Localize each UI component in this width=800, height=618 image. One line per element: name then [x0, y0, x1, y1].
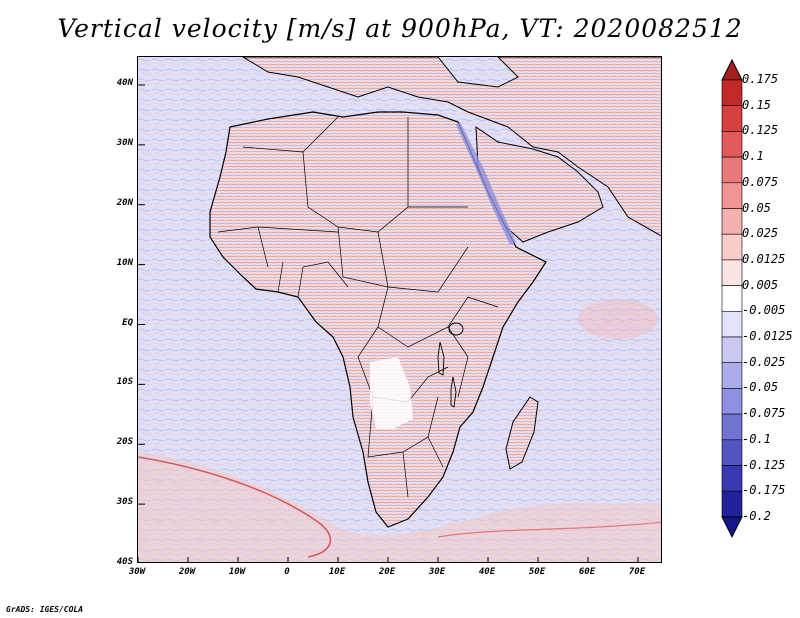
colorbar-swatch	[721, 388, 743, 415]
southern-ocean-streak-2	[437, 521, 661, 538]
lake-malawi	[450, 376, 457, 408]
colorbar-level-label: 0.175	[742, 72, 779, 86]
colorbar-swatch	[721, 311, 743, 338]
colorbar-swatch	[721, 490, 743, 518]
map-title: Vertical velocity [m/s] at 900hPa, VT: 2…	[57, 14, 743, 43]
colorbar-strip	[721, 58, 743, 539]
lon-tick-40e: 40E	[478, 567, 496, 577]
colorbar-level-label: 0.0125	[742, 251, 786, 266]
lake-tanganyika	[437, 341, 445, 376]
africa-landmass	[209, 111, 547, 528]
colorbar-level-label: 0.125	[742, 123, 779, 138]
colorbar-max-arrow	[721, 58, 743, 81]
colorbar-level-label: 0.025	[742, 226, 779, 241]
colorbar-swatch	[721, 413, 743, 441]
colorbar-level-label: -0.05	[742, 380, 779, 395]
lat-tick-30n: 30N	[116, 137, 133, 148]
lon-tick-70e: 70E	[628, 567, 646, 577]
lat-lon-grid	[138, 84, 639, 562]
colorbar-swatch	[721, 233, 743, 261]
colorbar-level-label: -0.125	[742, 457, 786, 472]
colorbar-swatch	[721, 336, 743, 364]
lon-tick-0: 0	[284, 567, 290, 577]
lon-tick-20w: 20W	[178, 567, 196, 577]
lat-tick-eq: EQ	[122, 317, 133, 328]
lat-tick-40n: 40N	[116, 78, 133, 88]
lat-tick-20s: 20S	[116, 437, 133, 448]
lon-tick-10e: 10E	[328, 567, 346, 577]
red-sea	[456, 122, 516, 245]
lon-tick-50e: 50E	[528, 567, 546, 577]
colorbar-swatch	[721, 285, 743, 312]
colorbar-level-label: 0.15	[742, 97, 771, 112]
colorbar-level-label: -0.0125	[742, 329, 793, 343]
southern-africa-blank-region	[370, 357, 413, 429]
colorbar-level-label: 0.075	[742, 174, 779, 189]
lon-tick-30e: 30E	[428, 567, 446, 577]
colorbar-swatch	[721, 362, 743, 389]
lon-tick-10w: 10W	[228, 567, 246, 577]
map-panel	[137, 56, 662, 563]
lon-tick-60e: 60E	[578, 567, 596, 577]
colorbar-level-label: 0.005	[742, 277, 779, 292]
colorbar-swatch	[721, 208, 743, 235]
colorbar-swatch	[721, 182, 743, 209]
colorbar-swatch	[721, 439, 743, 466]
grads-credit: GrADS: IGES/COLA	[6, 605, 84, 614]
madagascar	[505, 396, 539, 470]
lat-tick-20n: 20N	[116, 197, 133, 208]
colorbar-level-label: -0.1	[742, 431, 771, 446]
lat-tick-40s: 40S	[116, 557, 133, 567]
colorbar-swatch	[721, 79, 743, 107]
colorbar-swatch	[721, 105, 743, 132]
colorbar-swatch	[721, 465, 743, 492]
colorbar-level-label: -0.075	[742, 406, 786, 421]
colorbar-level-label: 0.05	[742, 200, 771, 215]
lat-tick-10n: 10N	[116, 257, 133, 268]
colorbar-level-label: -0.005	[742, 303, 786, 318]
lat-tick-10s: 10S	[116, 377, 133, 388]
colorbar-min-arrow	[721, 516, 743, 539]
country-borders	[217, 116, 499, 498]
southern-ocean-streak	[138, 456, 332, 558]
colorbar-swatch	[721, 259, 743, 286]
southern-ocean-band	[138, 452, 661, 562]
colorbar-swatch	[721, 131, 743, 158]
colorbar-swatch	[721, 156, 743, 184]
africa-vertical-velocity-map	[138, 57, 661, 562]
colorbar-level-label: 0.1	[742, 149, 764, 164]
colorbar-level-label: -0.2	[742, 508, 771, 523]
lon-tick-30w: 30W	[128, 567, 146, 577]
europe-landmass	[242, 57, 661, 237]
lake-victoria	[448, 322, 464, 336]
colorbar-level-label: -0.175	[742, 483, 786, 498]
lon-tick-20e: 20E	[378, 567, 396, 577]
arabian-sea-cell	[578, 299, 658, 339]
lat-tick-30s: 30S	[116, 497, 133, 508]
colorbar-level-label: -0.025	[742, 354, 786, 369]
